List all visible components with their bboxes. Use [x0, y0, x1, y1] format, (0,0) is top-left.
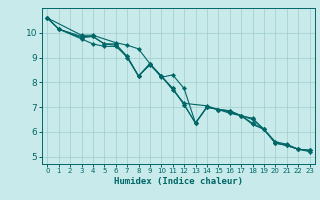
X-axis label: Humidex (Indice chaleur): Humidex (Indice chaleur) [114, 177, 243, 186]
